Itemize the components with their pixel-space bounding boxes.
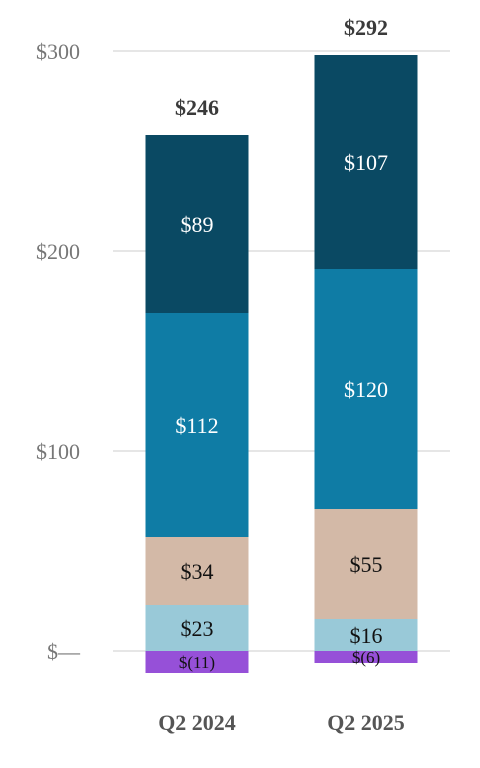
segment-value-label: $(6)	[352, 648, 380, 667]
bar-segment	[145, 537, 249, 605]
bar-segment	[314, 269, 418, 509]
y-tick-label: $—	[47, 639, 81, 664]
segment-value-label: $120	[344, 377, 388, 402]
x-category-label: Q2 2024	[158, 710, 236, 735]
bars	[145, 55, 418, 673]
data-labels: $(11) $23 $34 $112 $89 $246 $(6)$16 $55 $120 $107…	[175, 15, 388, 672]
segment-value-label: $23	[181, 616, 214, 641]
y-axis-ticks: $— $100 $200 $300	[36, 39, 81, 664]
bar-total-label: $246	[175, 95, 219, 120]
bar-total-label: $292	[344, 15, 388, 40]
x-category-label: Q2 2025	[327, 710, 405, 735]
x-axis-categories: Q2 2024 Q2 2025	[158, 710, 405, 735]
segment-value-label: $112	[175, 413, 218, 438]
bar-segment	[314, 509, 418, 619]
bar-segment	[314, 55, 418, 269]
segment-value-label: $34	[181, 559, 214, 584]
bar-segment	[314, 651, 418, 663]
y-tick-label: $200	[36, 239, 80, 264]
segment-value-label: $55	[350, 552, 383, 577]
segment-value-label: $107	[344, 150, 388, 175]
bar-segment	[145, 605, 249, 651]
segment-value-label: $(11)	[179, 653, 215, 672]
bar-segment	[145, 651, 249, 673]
bar-segment	[145, 313, 249, 537]
segment-value-label: $16	[350, 623, 383, 648]
y-tick-label: $300	[36, 39, 80, 64]
bar-segment	[314, 619, 418, 651]
y-tick-label: $100	[36, 439, 80, 464]
segment-value-label: $89	[181, 212, 214, 237]
bar-segment	[145, 135, 249, 313]
